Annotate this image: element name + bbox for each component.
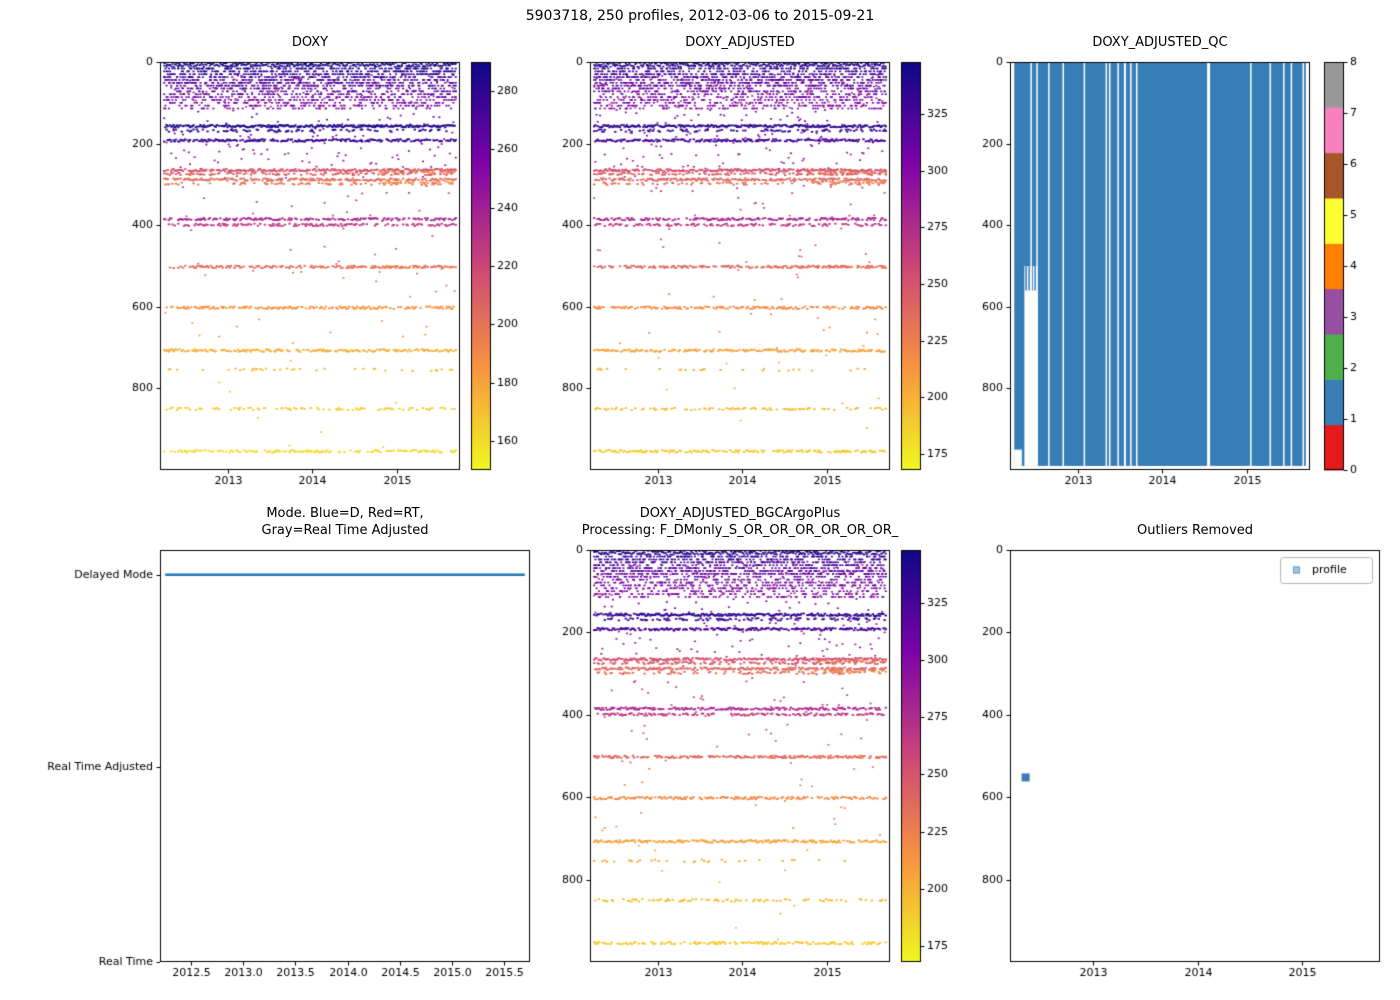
subplot-title-outliers: Outliers Removed [1136,523,1254,538]
subplot-title-bgc: DOXY_ADJUSTED_BGCArgoPlus Processing: F_… [581,506,899,538]
subplot-title-doxy: DOXY [291,35,329,50]
figure-title: 5903718, 250 profiles, 2012-03-06 to 201… [525,8,875,24]
subplot-title-doxy-adjusted-qc: DOXY_ADJUSTED_QC [1092,35,1228,50]
subplot-title-mode: Mode. Blue=D, Red=RT, Gray=Real Time Adj… [261,506,429,538]
subplot-title-doxy-adjusted: DOXY_ADJUSTED [685,35,795,50]
